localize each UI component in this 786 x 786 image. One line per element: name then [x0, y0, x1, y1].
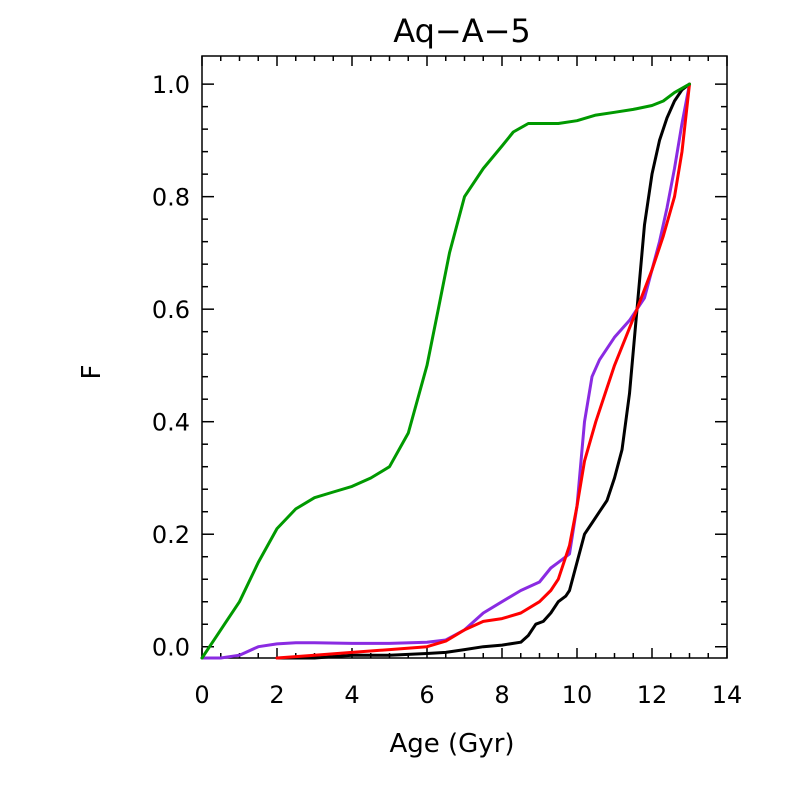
y-tick-label: 0.6	[152, 296, 190, 324]
x-tick-label: 6	[419, 681, 434, 709]
x-axis-label: Age (Gyr)	[389, 729, 514, 759]
x-tick-label: 14	[712, 681, 743, 709]
series-line-green	[200, 82, 691, 660]
series-line-purple	[200, 82, 691, 660]
y-tick-label: 0.0	[152, 634, 190, 662]
x-tick-label: 4	[344, 681, 359, 709]
plot-area: 0 2 4 6 8 10 12 14 0.0 0.2 0.4 0.6 0.8 1.0	[152, 55, 743, 709]
y-tick-label: 0.2	[152, 521, 190, 549]
x-tick-label: 10	[562, 681, 593, 709]
y-tick-label: 1.0	[152, 71, 190, 99]
x-tick-label: 0	[194, 681, 209, 709]
y-tick-label: 0.8	[152, 184, 190, 212]
x-tick-label: 2	[269, 681, 284, 709]
y-tick-label: 0.4	[152, 409, 190, 437]
x-tick-label: 12	[637, 681, 668, 709]
plot-frame	[201, 55, 728, 659]
x-tick-label: 8	[494, 681, 509, 709]
series-line-black	[275, 82, 691, 660]
series-line-red	[275, 82, 691, 660]
y-axis-label: F	[77, 365, 107, 380]
chart-title: Aq−A−5	[393, 12, 531, 50]
